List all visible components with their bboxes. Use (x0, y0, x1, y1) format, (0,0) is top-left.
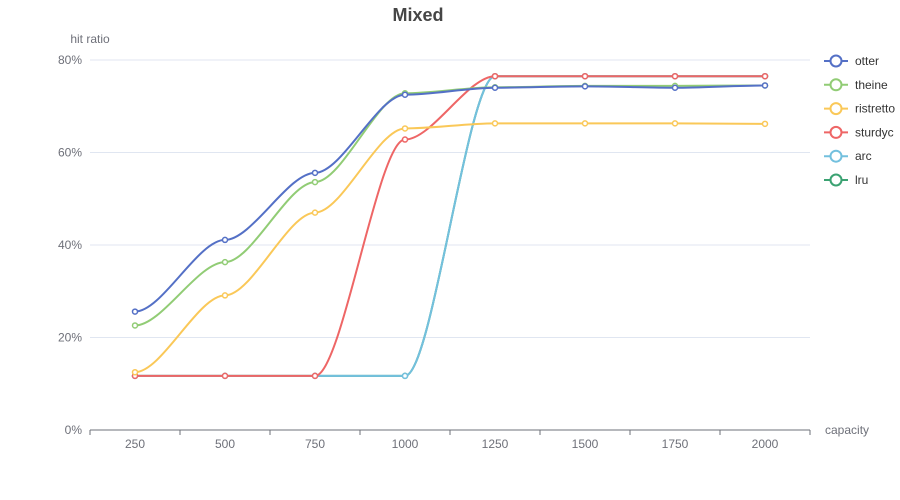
data-point-ristretto (401, 125, 409, 132)
legend-item-sturdyc[interactable]: sturdyc (824, 125, 894, 139)
data-point-otter (491, 84, 499, 91)
series-otter (131, 82, 769, 315)
y-tick-label: 40% (58, 238, 82, 252)
y-tick-label: 60% (58, 146, 82, 160)
legend-item-otter[interactable]: otter (824, 54, 879, 68)
data-point-otter (581, 83, 589, 90)
legend-item-lru[interactable]: lru (824, 173, 868, 187)
legend-marker-icon (829, 54, 843, 68)
legend-marker-icon (829, 102, 843, 116)
data-point-otter (761, 82, 769, 89)
grid-lines (90, 59, 810, 338)
data-point-sturdyc (221, 372, 229, 380)
legend-label: lru (855, 173, 868, 187)
series-line-arc (134, 75, 765, 377)
legend-label: arc (855, 149, 872, 163)
series-line-ristretto (134, 122, 766, 374)
series-line-otter (134, 84, 766, 313)
data-point-sturdyc (761, 72, 769, 80)
legend-marker-icon (829, 78, 843, 92)
data-point-ristretto (221, 292, 229, 299)
series-line-theine (134, 84, 766, 327)
data-point-theine (311, 178, 319, 186)
series-line-sturdyc (134, 75, 765, 377)
x-tick-label: 250 (125, 437, 145, 451)
legend: otter theine ristretto sturdyc arc lru (824, 54, 895, 187)
x-tick-label: 500 (215, 437, 235, 451)
x-tick-label: 1750 (662, 437, 689, 451)
data-point-ristretto (131, 368, 139, 376)
legend-item-ristretto[interactable]: ristretto (824, 102, 895, 116)
series-ristretto (131, 120, 769, 376)
data-point-otter (131, 308, 139, 315)
data-point-sturdyc (491, 72, 499, 80)
data-point-ristretto (761, 120, 769, 128)
data-point-otter (311, 169, 319, 177)
data-point-sturdyc (671, 72, 679, 80)
y-tick-label: 0% (65, 423, 83, 437)
x-tick-label: 750 (305, 437, 325, 451)
data-point-theine (221, 258, 229, 266)
x-tick-label: 1000 (392, 437, 419, 451)
data-point-ristretto (311, 209, 319, 216)
legend-marker-icon (829, 173, 843, 187)
series-sturdyc (131, 72, 769, 380)
chart-title: Mixed (392, 5, 443, 25)
data-point-ristretto (671, 120, 679, 127)
data-point-sturdyc (401, 136, 409, 143)
x-axis: 250 500 750 1000 1250 1500 1750 2000 (89, 429, 811, 451)
data-point-otter (401, 91, 409, 98)
series-arc (131, 72, 769, 380)
y-axis-ticks: 0% 20% 40% 60% 80% (58, 53, 82, 437)
series-theine (131, 82, 769, 329)
legend-marker-icon (829, 125, 843, 139)
y-tick-label: 80% (58, 53, 82, 67)
legend-label: ristretto (855, 102, 895, 116)
legend-item-arc[interactable]: arc (824, 149, 872, 163)
data-point-otter (221, 236, 229, 244)
data-point-otter (671, 84, 679, 91)
data-point-sturdyc (311, 372, 319, 380)
series-lines (131, 72, 769, 380)
y-tick-label: 20% (58, 331, 82, 345)
y-axis-label: hit ratio (70, 32, 110, 46)
x-axis-label: capacity (825, 423, 869, 437)
legend-label: theine (855, 78, 888, 92)
x-tick-label: 2000 (752, 437, 779, 451)
x-tick-label: 1500 (572, 437, 599, 451)
legend-label: otter (855, 54, 879, 68)
data-point-ristretto (491, 120, 499, 127)
data-point-ristretto (581, 120, 589, 127)
data-point-sturdyc (581, 72, 589, 80)
legend-marker-icon (829, 149, 843, 163)
data-point-theine (131, 322, 139, 329)
legend-item-theine[interactable]: theine (824, 78, 888, 92)
x-tick-label: 1250 (482, 437, 509, 451)
data-point-arc (401, 372, 409, 380)
legend-label: sturdyc (855, 125, 894, 139)
